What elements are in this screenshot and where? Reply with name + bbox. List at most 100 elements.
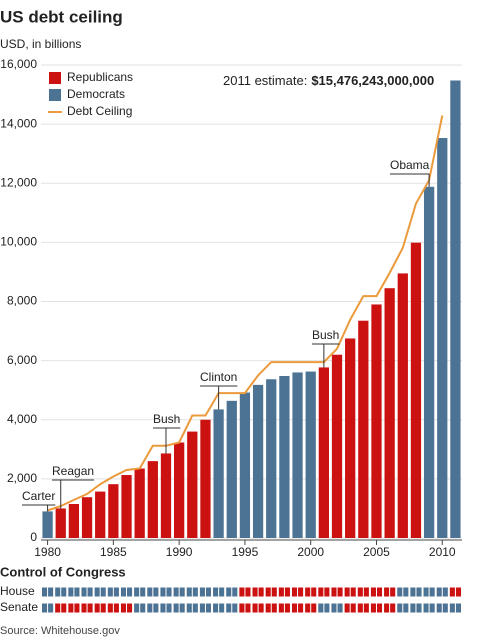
- congress-square: [74, 603, 80, 613]
- bar: [371, 304, 382, 538]
- bar: [68, 504, 80, 538]
- congress-square: [192, 603, 198, 613]
- congress-square: [120, 603, 127, 613]
- congress-square: [219, 587, 225, 597]
- congress-square: [81, 603, 87, 613]
- congress-square: [429, 603, 435, 613]
- congress-square: [344, 587, 350, 597]
- congress-square: [205, 587, 212, 597]
- bar: [266, 379, 277, 538]
- congress-square: [179, 587, 185, 597]
- congress-square: [173, 587, 179, 597]
- congress-square: [100, 587, 106, 597]
- congress-square: [298, 603, 304, 613]
- bar: [345, 338, 356, 538]
- annotation-leader: [22, 504, 56, 512]
- congress-square: [271, 587, 277, 597]
- congress-square: [48, 603, 54, 613]
- congress-square: [113, 587, 119, 597]
- congress-square: [278, 587, 284, 597]
- congress-square: [436, 587, 442, 597]
- congress-square: [397, 603, 403, 613]
- bar: [239, 392, 251, 538]
- congress-square: [48, 587, 54, 597]
- bar: [252, 384, 264, 538]
- congress-square: [219, 603, 225, 613]
- bar: [292, 372, 303, 538]
- debt-ceiling-line: [47, 115, 444, 512]
- legend-swatch: [49, 72, 61, 84]
- congress-square: [455, 587, 461, 597]
- congress-square: [160, 603, 166, 613]
- source: Source: Whitehouse.gov: [0, 625, 120, 637]
- y-tick-label: 16,000: [0, 57, 37, 71]
- bar: [437, 138, 448, 538]
- x-tick-label: 1985: [100, 545, 127, 559]
- congress-square: [318, 603, 324, 613]
- y-tick-label: 10,000: [0, 235, 37, 249]
- annotation: Carter: [22, 489, 55, 503]
- congress-square: [410, 587, 416, 597]
- congress-square: [357, 603, 363, 613]
- congress-square: [61, 587, 67, 597]
- congress-square: [350, 603, 356, 613]
- legend-label: Democrats: [67, 87, 125, 101]
- congress-square: [350, 587, 356, 597]
- congress-square: [199, 603, 205, 613]
- legend-swatch: [49, 89, 61, 101]
- congress-square: [324, 587, 330, 597]
- congress-square: [423, 587, 429, 597]
- bar: [55, 508, 66, 538]
- congress-square: [449, 603, 455, 613]
- congress-square: [166, 587, 172, 597]
- congress-square: [376, 587, 383, 597]
- legend-label: Debt Ceiling: [67, 104, 132, 118]
- congress-square: [87, 603, 93, 613]
- congress-square: [337, 603, 343, 613]
- y-tick-label: 12,000: [0, 175, 37, 189]
- congress-square: [284, 603, 290, 613]
- x-tick-label: 2010: [429, 545, 456, 559]
- bar: [226, 400, 237, 538]
- congress-square: [199, 587, 205, 597]
- congress-square: [337, 587, 343, 597]
- bar: [108, 484, 119, 538]
- congress-square: [331, 587, 337, 597]
- congress-square: [213, 587, 219, 597]
- congress-square: [55, 603, 61, 613]
- congress-square: [390, 587, 396, 597]
- congress-square: [68, 587, 74, 597]
- congress-square: [226, 603, 232, 613]
- bar: [147, 461, 158, 538]
- bar: [318, 367, 329, 538]
- annotation-leader: [312, 343, 340, 368]
- congress-square: [311, 587, 317, 597]
- congress-square: [403, 587, 409, 597]
- bar: [81, 497, 93, 538]
- x-tick-label: 2005: [363, 545, 390, 559]
- congress-square: [278, 603, 284, 613]
- congress-square: [311, 603, 317, 613]
- congress-square: [265, 587, 271, 597]
- y-tick-label: 4,000: [7, 412, 37, 426]
- bar: [121, 475, 132, 538]
- congress-square: [107, 587, 113, 597]
- estimate: 2011 estimate: $15,476,243,000,000: [223, 73, 434, 88]
- congress-square: [74, 587, 80, 597]
- congress-square: [213, 603, 219, 613]
- bar: [134, 468, 145, 538]
- bar: [384, 288, 395, 538]
- annotation: Bush: [312, 328, 339, 342]
- congress-square: [42, 603, 48, 613]
- congress-square: [120, 587, 127, 597]
- congress-square: [324, 603, 330, 613]
- congress-square: [291, 587, 298, 597]
- congress-square: [186, 603, 192, 613]
- x-tick-label: 1980: [34, 545, 61, 559]
- congress-square: [87, 587, 93, 597]
- x-tick-label: 2000: [297, 545, 324, 559]
- congress-square: [318, 587, 324, 597]
- congress-square: [449, 587, 455, 597]
- bar: [200, 419, 211, 538]
- congress-square: [68, 603, 74, 613]
